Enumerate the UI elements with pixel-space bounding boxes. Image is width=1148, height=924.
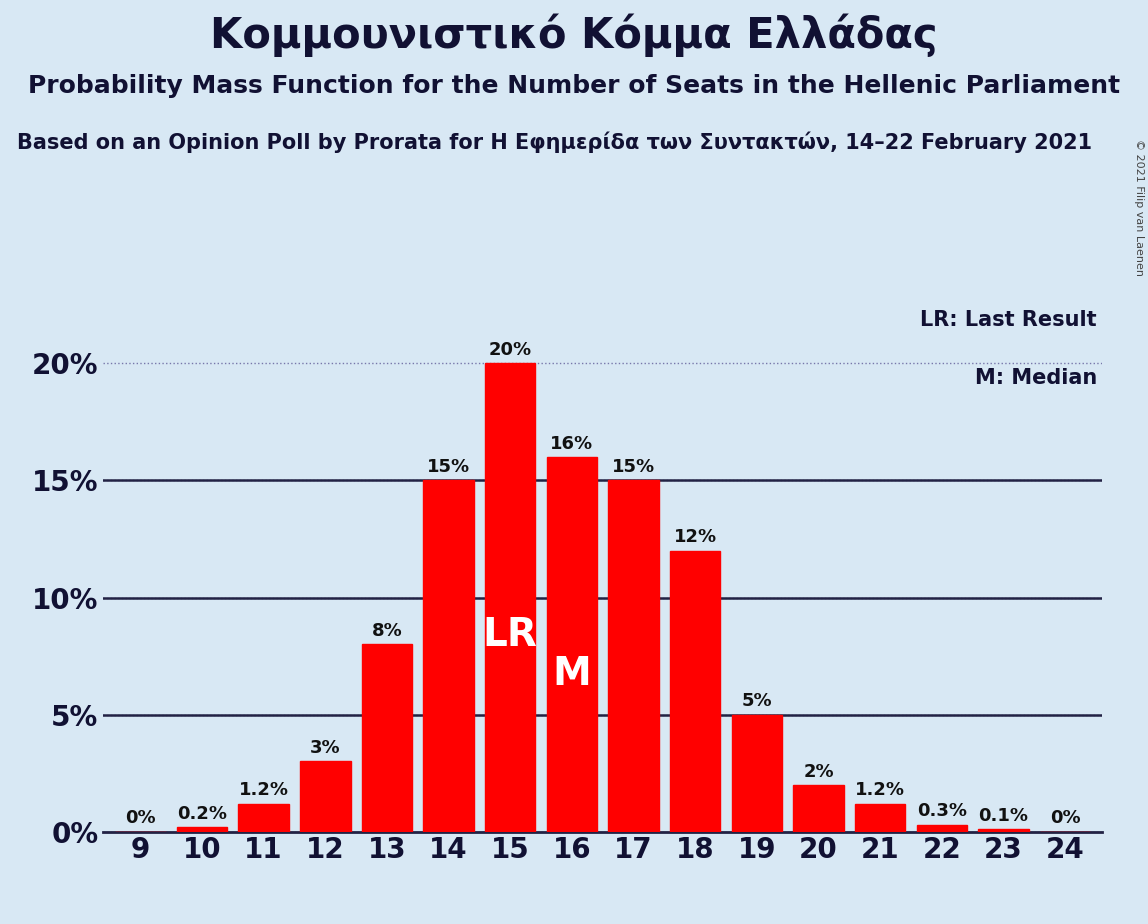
Text: 16%: 16% <box>550 435 594 453</box>
Bar <box>793 784 844 832</box>
Text: 5%: 5% <box>742 692 773 711</box>
Text: 8%: 8% <box>372 622 402 640</box>
Bar <box>484 363 535 832</box>
Text: 1.2%: 1.2% <box>855 782 905 799</box>
Text: 0%: 0% <box>1049 809 1080 827</box>
Text: 0.2%: 0.2% <box>177 805 227 822</box>
Bar <box>916 824 967 832</box>
Bar <box>731 714 782 832</box>
Text: M: M <box>552 655 591 693</box>
Text: 12%: 12% <box>674 529 716 546</box>
Bar <box>424 480 474 832</box>
Bar <box>177 827 227 832</box>
Bar <box>300 761 350 832</box>
Text: 15%: 15% <box>612 458 656 476</box>
Bar <box>546 457 597 832</box>
Text: LR: LR <box>483 616 537 654</box>
Text: 0%: 0% <box>125 809 156 827</box>
Text: 1.2%: 1.2% <box>239 782 288 799</box>
Bar <box>855 804 906 832</box>
Text: Κομμουνιστικό Κόμμα Ελλάδας: Κομμουνιστικό Κόμμα Ελλάδας <box>210 14 938 57</box>
Text: 3%: 3% <box>310 739 341 757</box>
Text: 0.3%: 0.3% <box>917 802 967 821</box>
Text: 2%: 2% <box>804 762 833 781</box>
Bar <box>670 551 721 832</box>
Text: © 2021 Filip van Laenen: © 2021 Filip van Laenen <box>1134 139 1143 275</box>
Text: M: Median: M: Median <box>975 368 1097 388</box>
Text: Probability Mass Function for the Number of Seats in the Hellenic Parliament: Probability Mass Function for the Number… <box>28 74 1120 98</box>
Bar <box>978 829 1029 832</box>
Text: 15%: 15% <box>427 458 471 476</box>
Text: 0.1%: 0.1% <box>978 807 1029 825</box>
Text: Based on an Opinion Poll by Prorata for Η Εφημερίδα των Συντακτών, 14–22 Februar: Based on an Opinion Poll by Prorata for … <box>17 131 1093 152</box>
Text: LR: Last Result: LR: Last Result <box>921 310 1097 330</box>
Text: 20%: 20% <box>489 341 532 359</box>
Bar <box>239 804 289 832</box>
Bar <box>608 480 659 832</box>
Bar <box>362 644 412 832</box>
